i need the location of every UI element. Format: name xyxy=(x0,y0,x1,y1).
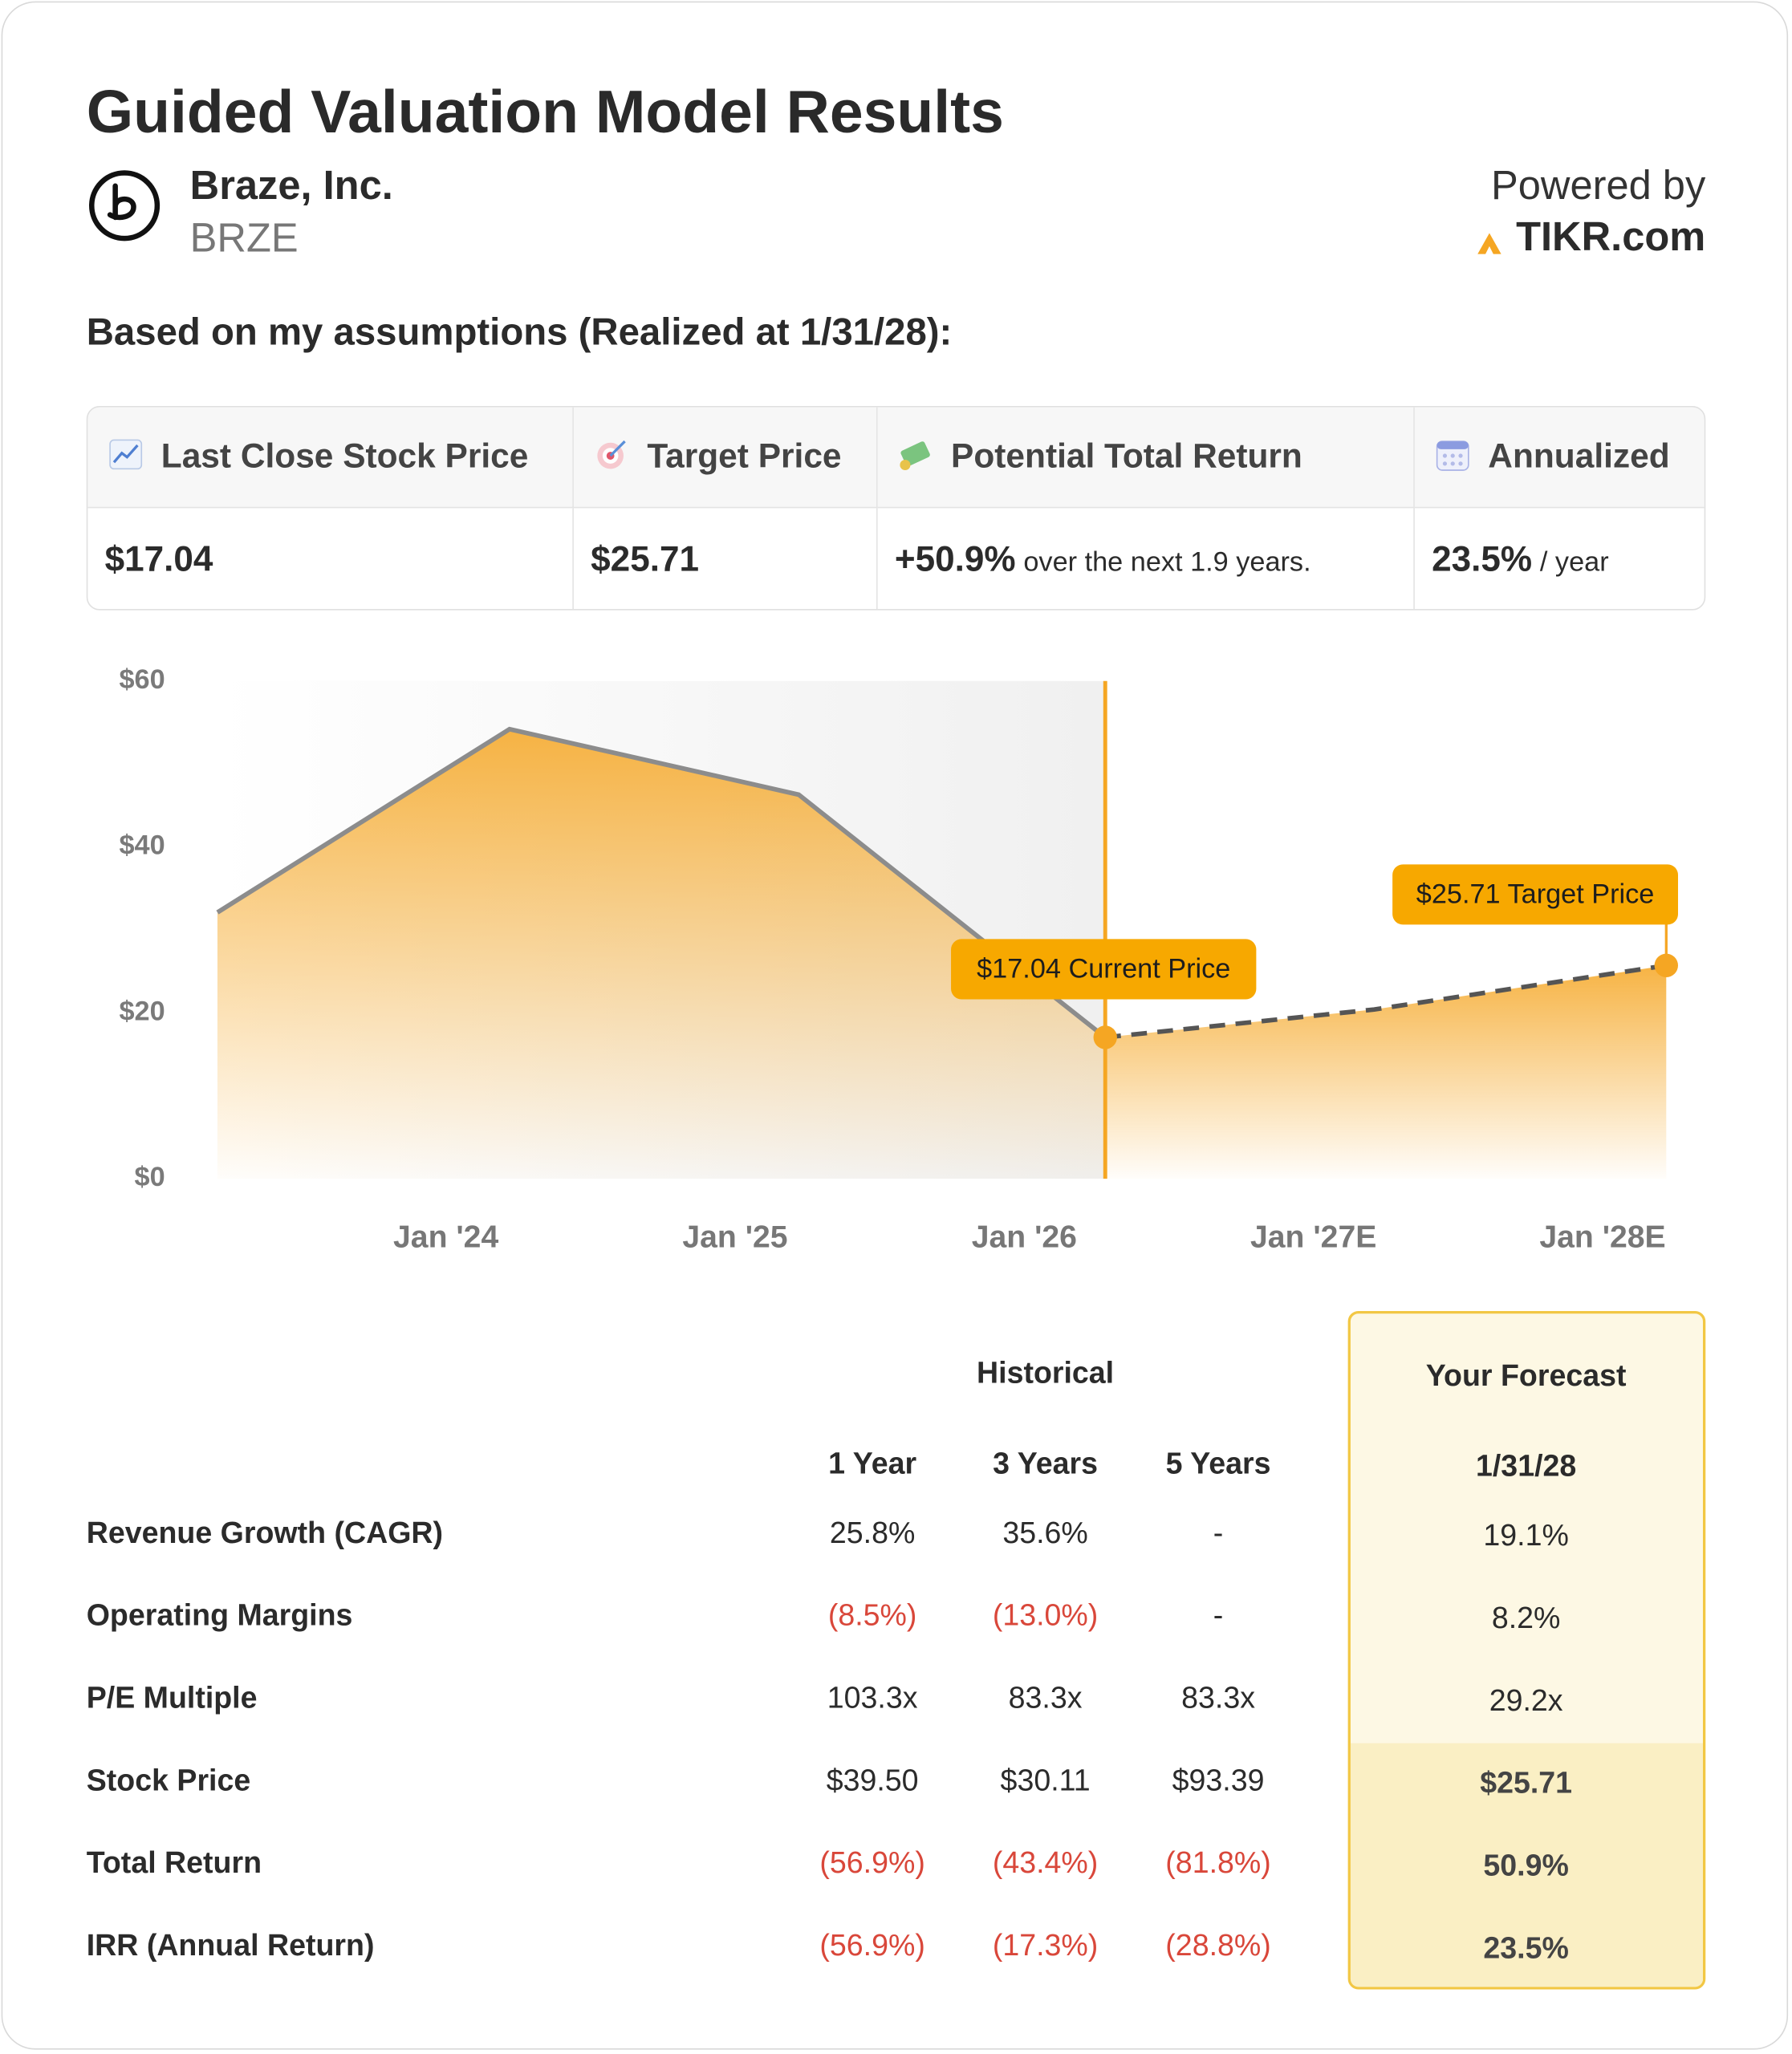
forecast-header: Your Forecast xyxy=(1425,1358,1627,1393)
series-line xyxy=(216,726,1107,1040)
forecast-cell: 50.9% xyxy=(1483,1848,1569,1882)
cell: $39.50 xyxy=(826,1763,919,1797)
callout-box xyxy=(951,939,1257,1000)
row-label: Revenue Growth (CAGR) xyxy=(86,1515,444,1550)
brand-icon xyxy=(1477,233,1501,254)
y-tick-label: $60 xyxy=(119,664,165,695)
cell: 35.6% xyxy=(1002,1515,1088,1550)
company-name: Braze, Inc. xyxy=(189,162,393,209)
forecast-cell: 29.2x xyxy=(1489,1683,1563,1717)
row-label: IRR (Annual Return) xyxy=(86,1927,375,1963)
forecast-cell: 19.1% xyxy=(1483,1517,1569,1553)
cell: 103.3x xyxy=(827,1680,918,1715)
annotation: $17.04 Current Price xyxy=(977,954,1230,984)
title: Guided Valuation Model Results xyxy=(86,77,1004,146)
row-label: Stock Price xyxy=(86,1763,251,1797)
summary-header: Target Price xyxy=(573,407,878,509)
historical-header: Historical xyxy=(977,1355,1115,1390)
cell: (13.0%) xyxy=(992,1597,1099,1632)
series-line xyxy=(1104,963,1667,1040)
cell: $93.39 xyxy=(1172,1763,1265,1797)
summary-value: $25.71 xyxy=(591,540,699,581)
summary-value: $17.04 xyxy=(105,540,213,581)
cell: (56.9%) xyxy=(819,1845,925,1880)
cell: - xyxy=(1213,1515,1224,1550)
y-tick-label: $40 xyxy=(119,830,165,861)
cell: - xyxy=(1213,1597,1224,1632)
cell: 83.3x xyxy=(1008,1680,1083,1715)
summary-label: Potential Total Return xyxy=(951,436,1302,476)
summary-cell: $17.04 xyxy=(87,508,574,610)
x-tick-label: Jan '26 xyxy=(972,1220,1077,1255)
period-header: 1 Year xyxy=(828,1446,917,1480)
cell: (81.8%) xyxy=(1165,1845,1271,1880)
callout-box xyxy=(1392,864,1678,925)
x-tick-label: Jan '25 xyxy=(682,1220,787,1255)
summary-cell: 23.5% / year xyxy=(1415,508,1705,609)
cell: 83.3x xyxy=(1181,1680,1255,1715)
brand: TIKR.com xyxy=(1516,213,1706,260)
x-tick-label: Jan '27E xyxy=(1250,1220,1376,1255)
row-label: Operating Margins xyxy=(86,1597,353,1632)
x-tick-label: Jan '24 xyxy=(393,1220,498,1255)
x-tick-label: Jan '28E xyxy=(1539,1220,1665,1255)
cell: (43.4%) xyxy=(992,1845,1099,1880)
cell: (56.9%) xyxy=(819,1927,925,1963)
ticker: BRZE xyxy=(189,214,299,261)
period-header: 3 Years xyxy=(993,1446,1099,1480)
summary-header: Last Close Stock Price xyxy=(87,407,574,509)
cell: 25.8% xyxy=(829,1515,916,1550)
summary-icon xyxy=(1436,440,1469,471)
summary-value: $17.04 xyxy=(104,539,213,579)
summary-header: Annualized xyxy=(1414,407,1705,509)
forecast-cell: 23.5% xyxy=(1483,1930,1569,1965)
y-tick-label: $0 xyxy=(135,1162,165,1192)
annotation: $25.71 Target Price xyxy=(1416,879,1655,910)
cell: (17.3%) xyxy=(992,1927,1099,1963)
powered-by: Powered by xyxy=(1491,162,1706,209)
summary-label: Target Price xyxy=(647,436,842,476)
summary-note: / year xyxy=(1539,547,1609,578)
summary-value: 23.5% xyxy=(1432,539,1533,579)
summary-label: Last Close Stock Price xyxy=(161,436,529,476)
forecast-panel xyxy=(1347,1310,1706,1990)
y-tick-label: $20 xyxy=(119,996,165,1026)
forecast-cell: 8.2% xyxy=(1491,1600,1561,1635)
cell: (28.8%) xyxy=(1165,1927,1271,1963)
summary-value: 23.5% / year xyxy=(1432,540,1609,581)
summary-table: Last Close Stock Price $17.04 Target Price… xyxy=(86,406,1706,611)
area-fill xyxy=(217,729,1106,1179)
summary-label: Annualized xyxy=(1488,436,1670,476)
summary-header: Potential Total Return xyxy=(877,407,1415,509)
summary-value: +50.9% xyxy=(894,539,1016,579)
summary-icon xyxy=(900,441,930,470)
forecast-period: 1/31/28 xyxy=(1476,1448,1577,1483)
cell: $30.11 xyxy=(1000,1763,1091,1797)
row-label: Total Return xyxy=(86,1845,262,1880)
company-logo xyxy=(88,170,161,242)
row-label: P/E Multiple xyxy=(86,1680,258,1715)
chart: $0 $20 $40 $60 Jan '24 Jan '25 Jan '26 Jan '27E… xyxy=(119,664,1678,1255)
area-fill xyxy=(1105,965,1667,1179)
period-header: 5 Years xyxy=(1165,1446,1271,1480)
forecast-cell: $25.71 xyxy=(1480,1765,1573,1800)
summary-note: over the next 1.9 years. xyxy=(1023,547,1311,578)
summary-icon xyxy=(109,439,143,470)
forecast-highlight xyxy=(1350,1743,1704,1987)
summary-icon xyxy=(597,440,626,469)
summary-cell: +50.9% over the next 1.9 years. xyxy=(878,508,1415,610)
cell: (8.5%) xyxy=(827,1597,917,1632)
summary-value: $25.71 xyxy=(591,539,699,579)
summary-cell: $25.71 xyxy=(574,508,878,610)
summary-value: +50.9% over the next 1.9 years. xyxy=(895,540,1311,581)
point xyxy=(1093,1025,1117,1049)
point xyxy=(1654,953,1678,977)
assumptions: Based on my assumptions (Realized at 1/3… xyxy=(86,311,953,354)
